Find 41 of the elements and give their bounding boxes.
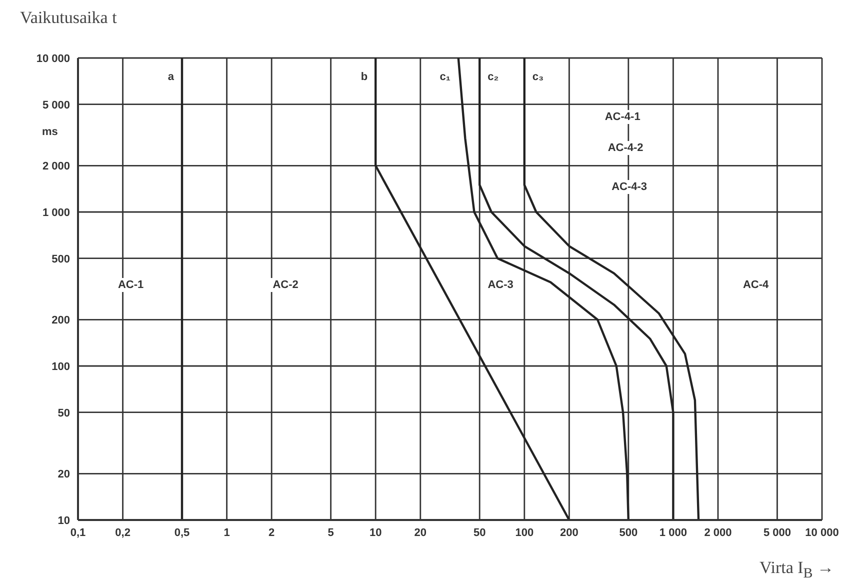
x-tick-label: 0,1 [70, 526, 86, 539]
x-tick-label: 5 000 [763, 526, 791, 539]
annotation: AC-3 [488, 278, 514, 291]
x-tick-label: 2 000 [704, 526, 732, 539]
x-tick-label: 1 000 [659, 526, 687, 539]
annotation: AC-4-3 [612, 180, 648, 193]
x-tick-label: 10 000 [805, 526, 839, 539]
x-tick-label: 2 [268, 526, 275, 539]
x-tick-label: 0,2 [115, 526, 130, 539]
x-tick-label: 200 [560, 526, 578, 539]
y-tick-label: 2 000 [42, 160, 70, 173]
annotation: AC-4-2 [608, 142, 644, 154]
x-tick-label: 50 [473, 526, 486, 539]
series-label: a [168, 71, 175, 83]
y-tick-label: 5 000 [42, 99, 70, 112]
y-tick-label: 200 [52, 314, 70, 327]
x-tick-label: 20 [414, 526, 427, 539]
series-label: b [360, 71, 368, 83]
annotation: AC-4 [742, 278, 769, 291]
x-tick-label: 0,5 [174, 526, 190, 539]
y-tick-label: 50 [58, 407, 70, 420]
series-label: c₃ [532, 71, 544, 83]
x-tick-label: 10 [369, 526, 382, 539]
x-tick-label: 500 [619, 526, 638, 539]
series-label: c₂ [488, 71, 499, 83]
y-axis-title: Vaikutusaika t [19, 8, 118, 29]
annotation: AC-1 [118, 278, 144, 291]
y-tick-label: 10 [58, 514, 70, 527]
text: ms [42, 126, 58, 138]
y-tick-label: 20 [58, 468, 70, 481]
y-tick-label: 1 000 [42, 206, 70, 219]
y-tick-label: 500 [52, 253, 70, 266]
series-label: c₁ [440, 71, 451, 83]
annotation: AC-4-1 [604, 111, 640, 124]
x-tick-label: 1 [224, 526, 230, 539]
x-tick-label: 100 [515, 526, 534, 539]
x-tick-label: 5 [328, 526, 334, 539]
annotation: AC-2 [272, 278, 298, 291]
y-tick-label: 10 000 [36, 52, 70, 65]
y-tick-label: 100 [52, 360, 70, 373]
x-axis-title: Virta I$_{B}$ → [759, 558, 834, 582]
